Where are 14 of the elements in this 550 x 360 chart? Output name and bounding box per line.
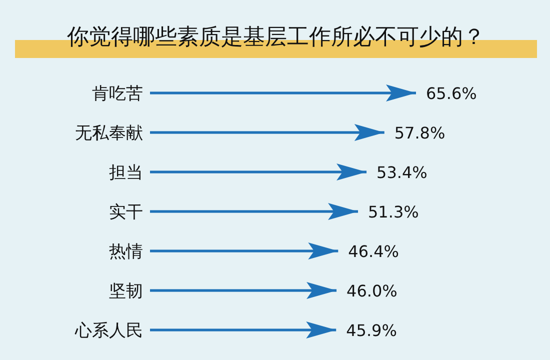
value-label: 46.0%: [346, 282, 398, 300]
value-label: 51.3%: [368, 202, 419, 222]
category-label: 实干: [109, 202, 143, 222]
category-label: 肯吃苦: [92, 84, 143, 104]
category-label: 坚韧: [109, 282, 143, 302]
value-label: 45.9%: [346, 321, 397, 340]
category-label: 心系人民: [75, 321, 143, 341]
value-label: 65.6%: [426, 84, 477, 103]
value-label: 46.4%: [348, 242, 399, 261]
value-label: 53.4%: [376, 163, 428, 182]
category-label: 无私奉献: [75, 124, 143, 144]
category-label: 担当: [109, 163, 143, 183]
value-label: 57.8%: [394, 124, 446, 142]
category-label: 热情: [109, 242, 143, 262]
